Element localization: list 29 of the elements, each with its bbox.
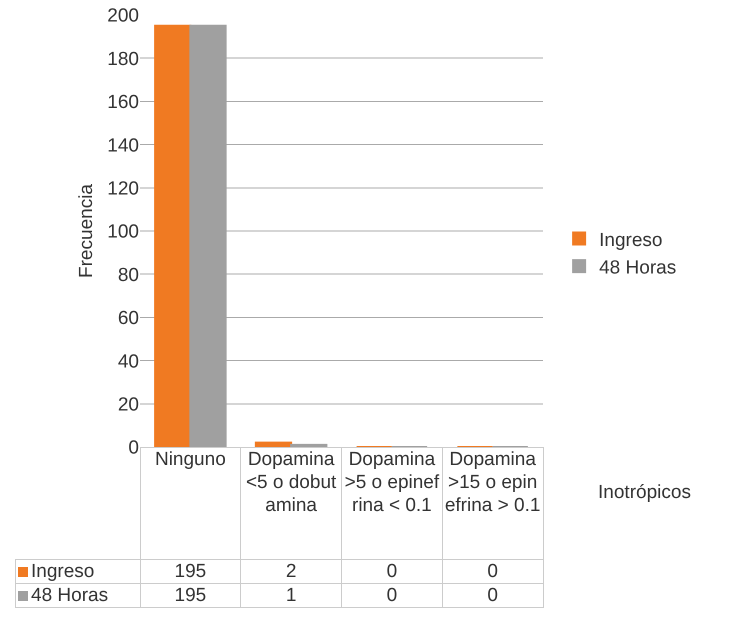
x-tick-label: Dopamina >5 o epinefrina < 0.1 xyxy=(342,448,442,560)
text: 48 Horas xyxy=(31,585,108,606)
data-label: 0 xyxy=(342,584,442,608)
y-tick-label: 0 xyxy=(128,438,139,459)
y-tick-label: 80 xyxy=(118,264,139,286)
y-tick-label: 40 xyxy=(118,351,139,372)
y-tick-label: 60 xyxy=(118,308,139,330)
x-axis-title: Inotrópicos xyxy=(598,482,691,504)
x-tick-label: Ninguno xyxy=(140,448,241,560)
y-tick-label: 200 xyxy=(107,6,139,27)
y-tick-label: 100 xyxy=(107,222,139,243)
y-tick-label: 120 xyxy=(107,178,139,200)
legend-label: Ingreso xyxy=(599,230,662,251)
data-label: 0 xyxy=(442,560,543,584)
y-tick-label: 180 xyxy=(107,48,139,70)
y-tick-label: 140 xyxy=(107,135,139,156)
x-tick-label: Dopamina <5 o dobutamina xyxy=(240,448,342,560)
data-label: 0 xyxy=(342,560,442,584)
data-label: 195 xyxy=(140,584,241,608)
data-label: 195 xyxy=(140,560,241,584)
data-label: 2 xyxy=(240,560,342,584)
y-tick-label: 20 xyxy=(118,394,139,416)
legend-label: 48 Horas xyxy=(599,258,676,279)
data-label: 0 xyxy=(442,584,543,608)
y-axis-title: Frecuencia xyxy=(76,184,97,278)
data-label: 1 xyxy=(240,584,342,608)
y-tick-label: 160 xyxy=(107,92,139,114)
x-tick-label: Dopamina >15 o epinefrina > 0.1 xyxy=(442,448,543,560)
text: Ingreso xyxy=(31,561,94,582)
